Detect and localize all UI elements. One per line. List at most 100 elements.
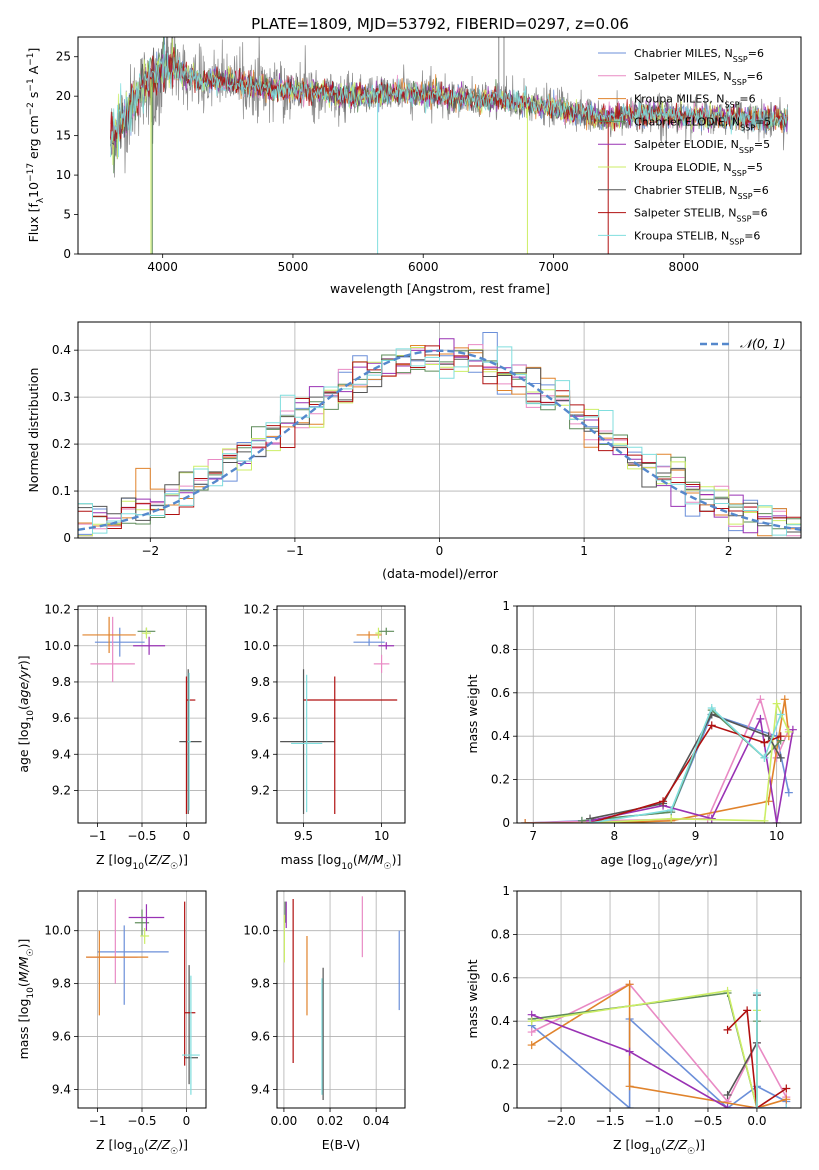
weight-point-marker	[788, 725, 797, 734]
plot-area	[280, 627, 398, 814]
weight-vs-age-y-axis-label: mass weight	[465, 674, 480, 753]
x-tick-label: 4000	[147, 260, 178, 274]
y-tick-label: 10	[56, 168, 71, 182]
y-tick-label: 0.6	[491, 686, 510, 700]
weight-point-marker	[772, 699, 781, 708]
x-tick-label: −1.0	[644, 1114, 673, 1128]
x-tick-label: −0.5	[693, 1114, 722, 1128]
x-tick-label: 1	[580, 544, 588, 558]
panel-age_vs_Z: −1 −0.5 0 9.2 9.4 9.6 9.8 10.0 10.2	[44, 603, 207, 843]
y-tick-label: 10.0	[44, 924, 71, 938]
panel-mass_vs_Z: −1 −0.5 0 9.4 9.6 9.8 10.0	[44, 890, 207, 1128]
weight-point-marker	[527, 1017, 536, 1026]
x-tick-label: 0	[183, 1114, 191, 1128]
spectrum-y-axis-label: Flux [fλ10−17 erg cm−2 s−1 A−1]	[26, 48, 46, 243]
axes-frame	[276, 605, 406, 824]
weight-point-marker	[760, 816, 769, 823]
y-tick-label: 0.6	[491, 971, 510, 985]
x-tick-label: 9	[692, 829, 700, 843]
x-tick-label: 5000	[278, 260, 309, 274]
plot-area	[110, 37, 789, 254]
weight-vs-Z-x-axis-label: Z [log10(Z/Z☉)]	[613, 1137, 705, 1157]
weight-point-marker	[752, 988, 761, 997]
spectrum-x-axis-label: wavelength [Angstrom, rest frame]	[330, 281, 550, 296]
y-tick-label: 9.4	[52, 1082, 71, 1096]
legend-entry: Chabrier ELODIE, NSSP=5	[634, 115, 771, 131]
x-tick-label: −2.0	[546, 1114, 575, 1128]
weight-point-marker	[625, 1082, 634, 1091]
y-tick-label: 20	[56, 89, 71, 103]
legend-entry: Chabrier MILES, NSSP=6	[634, 47, 764, 64]
weight-point-marker	[625, 1047, 634, 1056]
y-tick-label: 9.8	[52, 675, 71, 689]
weight-point-marker	[527, 1041, 536, 1050]
x-tick-label: 6000	[408, 260, 439, 274]
mass-vs-EBV-x-axis-label: E(B-V)	[322, 1137, 361, 1152]
y-tick-label: 9.4	[251, 747, 270, 761]
weight-point-marker	[782, 1084, 791, 1093]
panel-residuals: −2 −1 0 1 2 0 0.1 0.2 0.3 0.4	[52, 321, 802, 558]
plot-area	[527, 980, 791, 1108]
y-tick-label: 9.2	[251, 783, 270, 797]
axes-frame	[276, 890, 406, 1109]
y-tick-label: 10.0	[44, 639, 71, 653]
mass-vs-Z-x-axis-label: Z [log10(Z/Z☉)]	[96, 1137, 188, 1157]
x-tick-label: 9.5	[294, 829, 313, 843]
weight-point-marker	[756, 695, 765, 704]
x-tick-label: 0.02	[317, 1114, 344, 1128]
y-tick-label: 1	[502, 884, 510, 898]
age-vs-Z-x-axis-label: Z [log10(Z/Z☉)]	[96, 852, 188, 872]
weight-point-marker	[577, 816, 586, 823]
y-tick-label: 25	[56, 50, 71, 64]
legend-entry: Kroupa STELIB, NSSP=6	[634, 229, 760, 246]
x-tick-label: 0	[436, 544, 444, 558]
weight-point-marker	[782, 1095, 791, 1104]
weight-series-6	[531, 989, 758, 1108]
residuals-y-axis-label: Normed distribution	[26, 368, 41, 493]
y-tick-label: 10.2	[243, 603, 270, 617]
legend-entry: Chabrier STELIB, NSSP=6	[634, 184, 769, 201]
y-tick-label: 0	[63, 247, 71, 261]
age-vs-mass-x-axis-label: mass [log10(M/M☉)]	[281, 852, 402, 872]
y-tick-label: 0.3	[52, 390, 71, 404]
mass-vs-Z-y-axis-label: mass [log10(M/M☉)]	[16, 939, 36, 1060]
weight-series-4	[531, 992, 758, 1108]
panel-age_vs_mass: 9.5 10 9.2 9.4 9.6 9.8 10.0 10.2	[243, 603, 406, 843]
axes-frame	[77, 36, 802, 255]
panel-mass_vs_EBV: 0.00 0.02 0.04 9.4 9.6 9.8 10.0	[243, 890, 406, 1128]
y-tick-label: 9.2	[52, 783, 71, 797]
plot-area	[78, 332, 801, 538]
plot-area	[82, 616, 202, 814]
x-tick-label: −0.5	[127, 1114, 156, 1128]
weight-point-marker	[776, 753, 785, 762]
y-tick-label: 0.2	[491, 773, 510, 787]
y-tick-label: 0.8	[491, 642, 510, 656]
y-tick-label: 10.0	[243, 924, 270, 938]
x-tick-label: −1	[89, 1114, 107, 1128]
legend-entry: Salpeter MILES, NSSP=6	[634, 70, 763, 87]
legend-entry: Kroupa MILES, NSSP=6	[634, 93, 756, 110]
plot-area	[521, 695, 797, 823]
weight-point-marker	[527, 1028, 536, 1037]
weight-point-marker	[521, 819, 530, 823]
weight-point-marker	[772, 819, 781, 823]
residuals-x-axis-label: (data-model)/error	[382, 566, 499, 581]
x-tick-label: 0.04	[363, 1114, 390, 1128]
weight-point-marker	[723, 986, 732, 995]
weight-point-marker	[743, 1006, 752, 1015]
x-tick-label: −1	[286, 544, 304, 558]
y-tick-label: 10.0	[243, 639, 270, 653]
x-tick-label: 0	[183, 829, 191, 843]
y-tick-label: 9.6	[251, 711, 270, 725]
weight-point-marker	[667, 814, 676, 823]
weight-point-marker	[784, 727, 793, 736]
x-tick-label: 0.00	[271, 1114, 298, 1128]
axes-frame	[516, 605, 802, 824]
y-tick-label: 0.8	[491, 927, 510, 941]
plot-area	[86, 898, 200, 1095]
weight-point-marker	[707, 814, 716, 823]
weight-point-marker	[723, 1025, 732, 1034]
y-tick-label: 9.8	[52, 977, 71, 991]
y-tick-label: 0	[502, 816, 510, 830]
